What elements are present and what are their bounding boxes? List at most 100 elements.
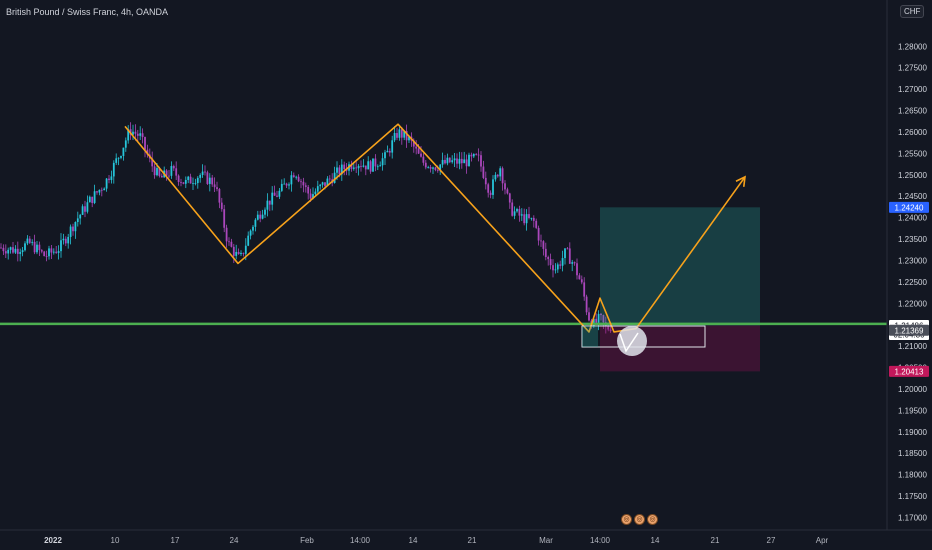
- candle-body: [573, 262, 576, 264]
- check-icon: [619, 332, 639, 353]
- candle-body: [324, 182, 326, 186]
- candle-body: [247, 235, 250, 246]
- candle-body: [194, 183, 197, 184]
- candle-body: [559, 264, 562, 266]
- candle-body: [544, 248, 547, 258]
- candle-body: [537, 227, 540, 241]
- candle-body: [273, 192, 276, 196]
- candle-body: [468, 154, 470, 167]
- candle-body: [38, 244, 41, 251]
- time-axis[interactable]: 2022 10 17 24 Feb 14:00 14 21 Mar 14:00 14 21 27 Apr: [0, 529, 932, 545]
- time-tick-label: 27: [767, 536, 776, 545]
- symbol-title[interactable]: British Pound / Swiss Franc, 4h, OANDA: [6, 7, 169, 17]
- price-tick-label: 1.18000: [898, 471, 927, 480]
- candle-body: [444, 159, 446, 164]
- candle-body: [525, 214, 528, 224]
- candle-body: [355, 167, 358, 169]
- candle-body: [585, 296, 588, 313]
- candle-body: [328, 178, 331, 180]
- candle-body: [216, 187, 218, 190]
- candle-body: [232, 246, 235, 256]
- candle-body: [309, 193, 312, 199]
- candle-body: [31, 241, 34, 243]
- time-tick-label: 14: [409, 536, 418, 545]
- entry-markers[interactable]: [581, 325, 706, 356]
- candle-body: [607, 326, 610, 330]
- time-tick-label: 17: [171, 536, 180, 545]
- candle-body: [333, 172, 336, 183]
- candle-body: [458, 158, 461, 164]
- candle-body: [357, 165, 360, 169]
- candle-body: [108, 178, 110, 181]
- candle-body: [576, 263, 578, 276]
- candle-body: [508, 193, 511, 203]
- economic-events[interactable]: ◎ ◎ ◎: [621, 514, 658, 525]
- candle-body: [448, 157, 451, 163]
- candle-body: [120, 155, 122, 158]
- candle-body: [240, 252, 242, 255]
- candle-body: [319, 184, 322, 187]
- candle-body: [472, 153, 475, 157]
- candle-body: [343, 164, 346, 170]
- candle-body: [268, 200, 271, 205]
- event-icon[interactable]: ◎: [634, 514, 645, 525]
- candle-body: [160, 175, 163, 178]
- candle-body: [336, 167, 338, 173]
- candle-body: [12, 247, 14, 253]
- candle-body: [494, 174, 497, 180]
- currency-badge[interactable]: CHF: [900, 5, 925, 18]
- candle-body: [96, 191, 98, 193]
- candle-body: [170, 166, 173, 176]
- candle-body: [220, 202, 223, 210]
- candle-body: [379, 165, 382, 167]
- candle-body: [470, 154, 473, 157]
- candle-body: [223, 209, 226, 228]
- candle-body: [292, 175, 295, 178]
- candle-body: [45, 256, 48, 257]
- candle-body: [278, 190, 281, 197]
- candle-body: [424, 162, 427, 168]
- candle-body: [434, 167, 437, 170]
- candle-body: [43, 251, 46, 257]
- candle-body: [460, 158, 463, 164]
- candles: [0, 122, 612, 334]
- candle-body: [141, 133, 144, 138]
- candle-body: [235, 251, 238, 256]
- candle-body: [192, 183, 194, 185]
- candle-body: [261, 214, 264, 219]
- candle-body: [520, 214, 523, 216]
- candle-body: [271, 192, 274, 205]
- candle-body: [561, 258, 564, 266]
- candle-body: [326, 178, 329, 186]
- candle-body: [530, 217, 533, 219]
- candle-body: [314, 191, 317, 195]
- candle-body: [578, 275, 581, 280]
- candle-body: [228, 241, 230, 243]
- candle-body: [451, 160, 454, 163]
- candle-body: [62, 238, 65, 241]
- candle-body: [67, 236, 70, 244]
- candle-body: [564, 248, 566, 259]
- candle-body: [417, 148, 420, 154]
- candle-body: [350, 164, 353, 169]
- candle-body: [456, 158, 458, 164]
- event-icon[interactable]: ◎: [647, 514, 658, 525]
- price-tick-label: 1.27500: [898, 64, 927, 73]
- candle-body: [408, 136, 410, 141]
- candle-body: [597, 313, 600, 323]
- candle-body: [151, 158, 154, 167]
- event-icon[interactable]: ◎: [621, 514, 632, 525]
- candle-body: [24, 243, 26, 251]
- candle-body: [602, 315, 605, 323]
- candle-body: [182, 182, 185, 184]
- candle-body: [372, 158, 374, 172]
- time-tick-label: 21: [468, 536, 477, 545]
- candle-body: [297, 176, 300, 182]
- candle-body: [295, 176, 298, 178]
- candle-body: [266, 200, 269, 210]
- candle-body: [242, 252, 245, 254]
- time-tick-label: 14:00: [590, 536, 611, 545]
- price-axis[interactable]: 1.28000 1.27500 1.27000 1.26500 1.26000 1.255…: [886, 0, 927, 530]
- candle-body: [81, 206, 84, 215]
